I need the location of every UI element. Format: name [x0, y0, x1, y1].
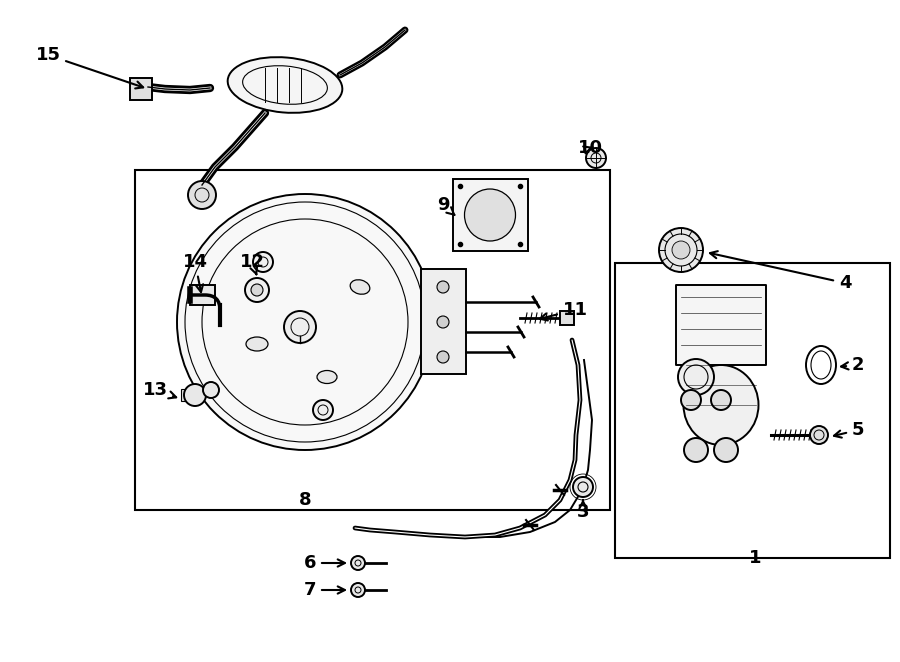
Ellipse shape [350, 280, 370, 294]
Circle shape [245, 278, 269, 302]
Text: 13: 13 [142, 381, 176, 399]
Text: 14: 14 [183, 253, 208, 292]
Bar [615, 263, 890, 558]
Circle shape [681, 390, 701, 410]
Circle shape [810, 426, 828, 444]
Circle shape [437, 351, 449, 363]
Bar [421, 269, 466, 374]
Text: 7: 7 [304, 581, 345, 599]
Circle shape [203, 382, 219, 398]
Text: 2: 2 [842, 356, 864, 374]
Ellipse shape [246, 337, 268, 351]
Circle shape [177, 194, 433, 450]
Bar [560, 311, 574, 325]
Circle shape [253, 252, 273, 272]
Bar [135, 170, 610, 510]
Text: 11: 11 [540, 301, 588, 320]
Circle shape [678, 359, 714, 395]
Bar [181, 389, 199, 401]
Circle shape [659, 228, 703, 272]
Circle shape [313, 400, 333, 420]
Text: 6: 6 [304, 554, 345, 572]
Circle shape [437, 281, 449, 293]
Circle shape [437, 316, 449, 328]
Ellipse shape [464, 189, 516, 241]
Text: 8: 8 [299, 491, 311, 509]
Circle shape [672, 241, 690, 259]
Circle shape [684, 438, 708, 462]
Circle shape [351, 583, 365, 597]
Circle shape [711, 390, 731, 410]
Bar [453, 179, 528, 251]
Circle shape [586, 148, 606, 168]
Text: 1: 1 [749, 549, 761, 567]
Circle shape [351, 556, 365, 570]
Text: 10: 10 [578, 139, 602, 157]
Circle shape [184, 384, 206, 406]
Text: 4: 4 [710, 251, 851, 292]
Circle shape [714, 438, 738, 462]
Text: 9: 9 [436, 196, 454, 215]
Circle shape [284, 311, 316, 343]
Text: 12: 12 [239, 253, 265, 274]
Bar [130, 78, 152, 100]
Ellipse shape [683, 365, 759, 445]
Bar [190, 285, 215, 305]
Text: 5: 5 [834, 421, 864, 439]
Text: 3: 3 [577, 500, 590, 521]
Text: 15: 15 [35, 46, 143, 89]
Circle shape [188, 181, 216, 209]
Ellipse shape [317, 371, 337, 383]
Bar [676, 285, 766, 365]
Ellipse shape [228, 57, 342, 113]
Circle shape [251, 284, 263, 296]
Circle shape [573, 477, 593, 497]
